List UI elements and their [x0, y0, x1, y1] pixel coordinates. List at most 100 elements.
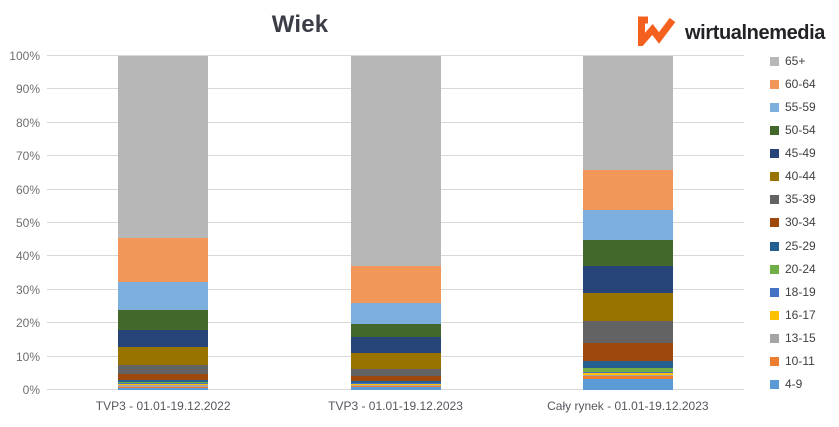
- bar-segment-30-34: [350, 376, 441, 381]
- bar-segment-25-29: [350, 380, 441, 383]
- legend-label: 18-19: [785, 284, 816, 299]
- x-axis-label: Cały rynek - 01.01-19.12.2023: [547, 399, 709, 413]
- y-axis-tick-label: 30%: [15, 282, 40, 297]
- legend-item-16-17: 16-17: [770, 307, 816, 322]
- legend-marker: [770, 310, 779, 320]
- legend-item-45-49: 45-49: [770, 147, 816, 160]
- bar-segment-20-24: [350, 382, 441, 384]
- legend-label: 35-39: [785, 192, 816, 207]
- plot-area: 0% 10% 20% 30% 40% 50% 60% 70% 80% 90% 100% TVP3 - …: [9, 49, 744, 413]
- bar-segment-4-9: [582, 378, 673, 390]
- legend-item-35-39: 35-39: [770, 193, 816, 206]
- bar-segment-25-29: [582, 361, 673, 369]
- bar-segment-60-64: [350, 265, 441, 303]
- legend-item-18-19: 18-19: [770, 284, 816, 299]
- bar-segment-10-11: [582, 376, 673, 379]
- bar-segment-45-49: [118, 329, 209, 347]
- legend-label: 50-54: [785, 123, 816, 138]
- bar-segment-35-39: [350, 368, 441, 377]
- bar-segment-55-59: [350, 302, 441, 325]
- legend-marker: [770, 57, 779, 66]
- legend-marker: [770, 149, 779, 159]
- legend-label: 10-11: [785, 353, 815, 368]
- y-axis-tick-label: 80%: [15, 115, 40, 130]
- y-axis-tick-label: 90%: [15, 82, 40, 97]
- bar-segment-30-34: [582, 342, 673, 362]
- wirtualnemedia-logo-icon: [637, 16, 677, 52]
- bar-segment-20-24: [582, 368, 673, 372]
- legend-marker: [770, 103, 779, 113]
- bar-segment-65+: [582, 56, 673, 170]
- legend-marker: [770, 195, 779, 205]
- bar-segment-18-19: [350, 383, 441, 385]
- legend-marker: [770, 287, 779, 297]
- legend-label: 20-24: [785, 261, 816, 276]
- bar-segment-13-15: [118, 385, 209, 387]
- legend-label: 45-49: [785, 146, 816, 161]
- x-axis-label: TVP3 - 01.01-19.12.2023: [328, 399, 463, 413]
- bar-segment-4-9: [118, 388, 209, 390]
- legend-item-60-64: 60-64: [770, 78, 816, 91]
- bar-segment-35-39: [582, 320, 673, 343]
- stacked-bar: [582, 56, 673, 390]
- bar-segment-18-19: [582, 371, 673, 374]
- bar-segment-25-29: [118, 380, 209, 383]
- bar-segment-65+: [350, 56, 441, 266]
- legend-marker: [770, 379, 779, 389]
- legend: 65+ 60-64 55-59 50-54 45-49 40-44 35-39 30-34 25…: [770, 55, 816, 391]
- legend-marker: [770, 356, 779, 366]
- legend-label: 16-17: [785, 307, 816, 322]
- legend-label: 30-34: [785, 215, 816, 230]
- legend-marker: [770, 264, 779, 274]
- bar-segment-10-11: [350, 386, 441, 387]
- y-axis-tick-label: 10%: [15, 349, 40, 364]
- legend-item-10-11: 10-11: [770, 353, 816, 368]
- legend-label: 4-9: [785, 376, 803, 391]
- legend-label: 55-59: [785, 100, 816, 115]
- legend-item-20-24: 20-24: [770, 261, 816, 276]
- bar-segment-16-17: [350, 384, 441, 386]
- x-axis-label: TVP3 - 01.01-19.12.2022: [95, 399, 231, 413]
- y-axis-tick-label: 40%: [15, 249, 40, 264]
- bar-segment-16-17: [582, 373, 673, 375]
- legend-label: 25-29: [785, 238, 816, 253]
- chart-title: Wiek: [271, 11, 329, 38]
- legend-label: 60-64: [785, 77, 816, 92]
- y-axis-tick-label: 70%: [15, 149, 40, 164]
- gridline: [47, 55, 744, 56]
- bar-segment-60-64: [582, 169, 673, 210]
- bar-segment-45-49: [582, 265, 673, 293]
- bar-segment-35-39: [118, 364, 209, 375]
- legend-marker: [770, 333, 779, 343]
- bar-segment-45-49: [350, 337, 441, 354]
- legend-item-4-9: 4-9: [770, 376, 816, 391]
- y-axis-tick-label: 50%: [15, 216, 40, 230]
- y-axis-tick-label: 60%: [15, 182, 40, 197]
- wirtualnemedia-logo: wirtualnemedia: [637, 16, 825, 52]
- bar-segment-30-34: [118, 374, 209, 381]
- bar-segment-40-44: [582, 292, 673, 321]
- legend-marker: [770, 241, 779, 251]
- bar-segment-55-59: [582, 209, 673, 240]
- bar-segment-40-44: [118, 346, 209, 365]
- bar-segment-50-54: [350, 324, 441, 338]
- bar-segment-4-9: [350, 386, 441, 390]
- bar-segment-13-15: [350, 385, 441, 387]
- legend-item-65+: 65+: [770, 55, 816, 68]
- stacked-bar: [118, 56, 209, 390]
- legend-label: 40-44: [785, 169, 816, 184]
- bar-segment-20-24: [118, 382, 209, 384]
- legend-label: 13-15: [785, 330, 816, 345]
- legend-item-13-15: 13-15: [770, 330, 816, 345]
- bar-segment-18-19: [118, 383, 209, 385]
- legend-marker: [770, 218, 779, 228]
- y-axis-tick-label: 100%: [9, 49, 40, 63]
- legend-label: 65+: [785, 54, 806, 68]
- legend-marker: [770, 80, 779, 90]
- legend-item-25-29: 25-29: [770, 238, 816, 253]
- y-axis-tick-label: 20%: [15, 316, 40, 331]
- legend-item-50-54: 50-54: [770, 124, 816, 137]
- bar-segment-60-64: [118, 237, 209, 282]
- bar-segment-40-44: [350, 353, 441, 369]
